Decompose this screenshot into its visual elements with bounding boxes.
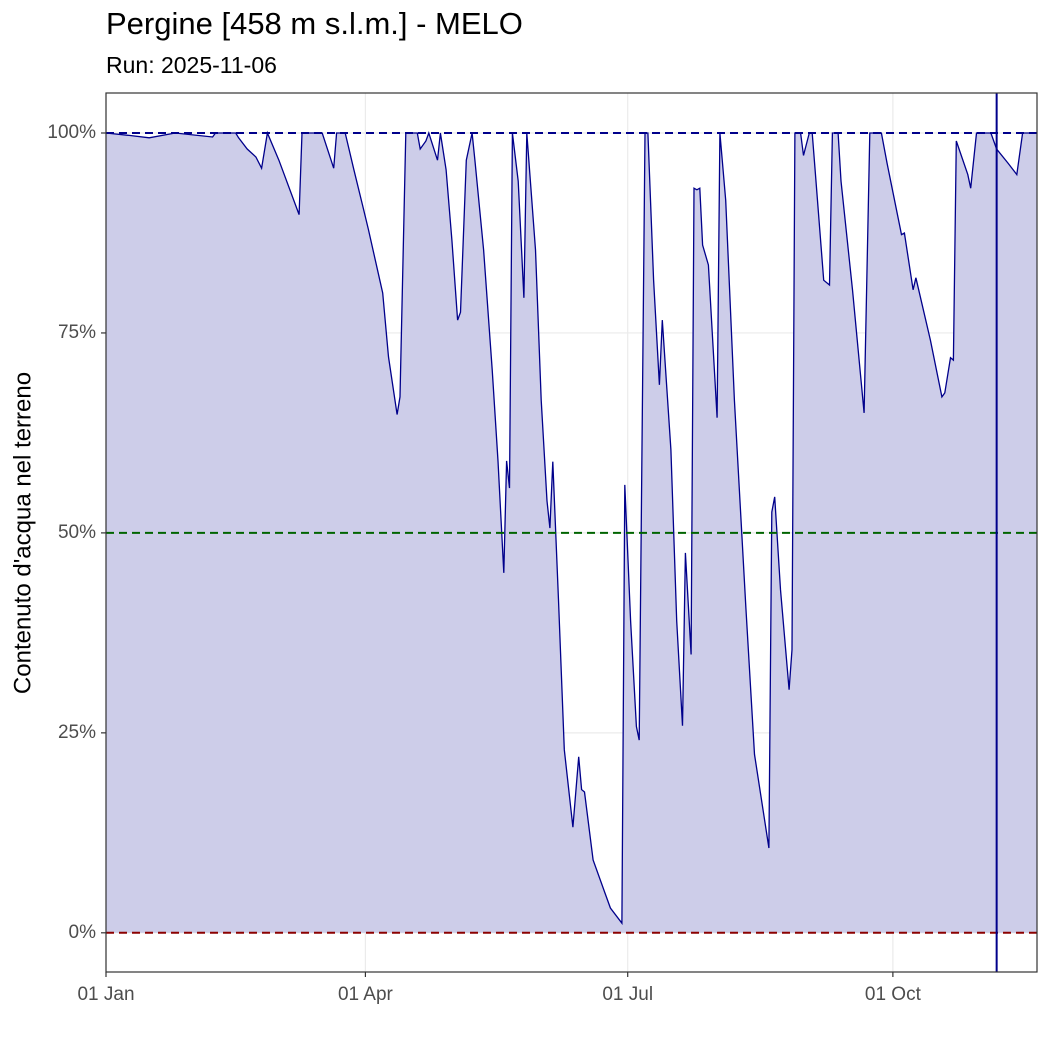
x-tick-label: 01 Jan bbox=[77, 984, 134, 1005]
y-tick-label: 25% bbox=[58, 722, 96, 743]
chart-subtitle: Run: 2025-11-06 bbox=[106, 52, 277, 78]
y-tick-label: 0% bbox=[69, 922, 97, 943]
x-tick-label: 01 Oct bbox=[865, 984, 922, 1005]
y-tick-label: 75% bbox=[58, 322, 96, 343]
y-tick-label: 50% bbox=[58, 522, 96, 543]
x-tick-label: 01 Jul bbox=[602, 984, 653, 1005]
chart-title: Pergine [458 m s.l.m.] - MELO bbox=[106, 6, 523, 41]
x-tick-label: 01 Apr bbox=[338, 984, 394, 1005]
y-axis-label: Contenuto d'acqua nel terreno bbox=[9, 372, 36, 694]
line bbox=[105, 130, 1037, 926]
area bbox=[106, 133, 1037, 933]
y-tick-label: 100% bbox=[47, 122, 96, 143]
